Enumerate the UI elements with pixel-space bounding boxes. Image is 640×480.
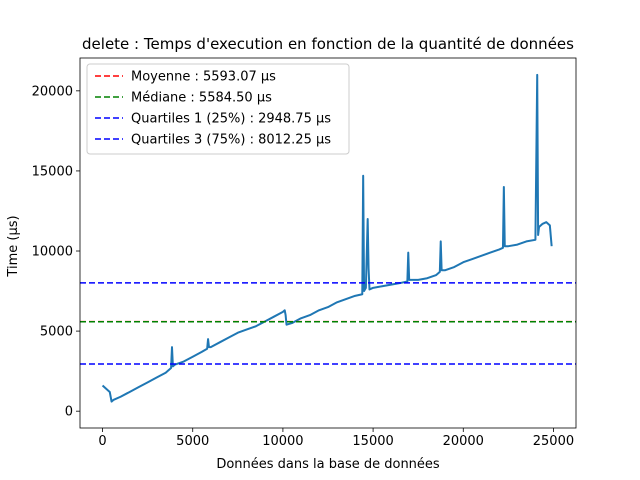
x-tick-label-3: 15000 (352, 434, 393, 449)
axes-frame (79, 57, 577, 429)
chart-title: delete : Temps d'execution en fonction d… (82, 35, 574, 53)
x-tick-label-2: 10000 (262, 434, 303, 449)
y-tick-label-4: 20000 (32, 84, 73, 99)
y-tick-label-3: 15000 (32, 164, 73, 179)
legend-label-1: Médiane : 5584.50 µs (131, 91, 272, 106)
legend-label-0: Moyenne : 5593.07 µs (131, 70, 276, 85)
x-tick-label-0: 0 (98, 434, 106, 449)
legend-box (86, 63, 350, 155)
axes: 0 5000 10000 15000 20000 25000 0 5000 10000 15000… (32, 57, 577, 449)
y-tick-label-2: 10000 (32, 245, 73, 260)
plot-clipped (80, 73, 576, 403)
x-tick-label-5: 25000 (533, 434, 574, 449)
x-tick-label-4: 20000 (443, 434, 484, 449)
plot-area (80, 73, 576, 403)
legend: Moyenne : 5593.07 µs Médiane : 5584.50 µs… (86, 63, 350, 155)
y-tick-label-0: 0 (65, 405, 73, 420)
y-tick-label-1: 5000 (40, 325, 73, 340)
x-tick-label-1: 5000 (176, 434, 209, 449)
y-axis-label: Time (µs) (6, 215, 21, 277)
series-line-0 (101, 73, 553, 403)
x-axis-label: Données dans la base de données (216, 457, 440, 472)
legend-label-3: Quartiles 3 (75%) : 8012.25 µs (131, 133, 331, 148)
legend-label-2: Quartiles 1 (25%) : 2948.75 µs (131, 112, 331, 127)
